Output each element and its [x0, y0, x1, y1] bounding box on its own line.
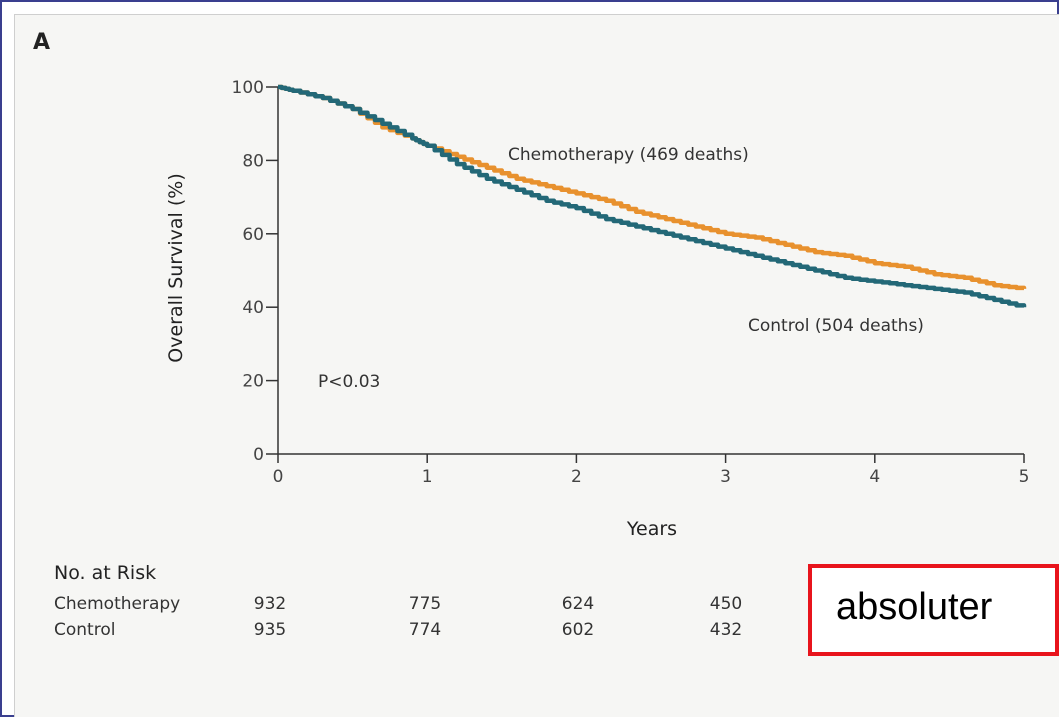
control-survival-line: [278, 84, 1027, 308]
overlay-label-box: absoluter: [808, 564, 1059, 656]
risk-row-control-name: Control: [54, 620, 116, 640]
x-tick-label: 0: [273, 467, 284, 487]
x-tick-label: 4: [869, 467, 880, 487]
risk-row-chemotherapy-name: Chemotherapy: [54, 594, 181, 614]
risk-value: 624: [561, 594, 595, 614]
chemotherapy-series-label: Chemotherapy (469 deaths): [508, 145, 749, 165]
y-tick-label: 40: [242, 298, 264, 318]
x-tick-label: 5: [1019, 467, 1030, 487]
risk-table-heading: No. at Risk: [54, 562, 157, 584]
x-tick-label: 2: [571, 467, 582, 487]
x-axis: 0 1 2 3 4 5: [273, 453, 1030, 487]
x-tick-label: 3: [720, 467, 731, 487]
y-tick-label: 20: [242, 372, 264, 392]
risk-value: 450: [709, 594, 743, 614]
risk-value: 432: [709, 620, 743, 640]
y-tick-label: 0: [253, 445, 264, 465]
x-tick-label: 1: [422, 467, 433, 487]
risk-value: 932: [253, 594, 287, 614]
y-axis: 0 20 40 60 80 100: [232, 78, 279, 465]
x-axis-title: Years: [626, 518, 677, 540]
risk-value: 602: [561, 620, 595, 640]
p-value-annotation: P<0.03: [318, 372, 380, 392]
risk-value: 775: [408, 594, 442, 614]
risk-value: 935: [253, 620, 287, 640]
y-tick-label: 60: [242, 225, 264, 245]
series-lines: [278, 84, 1027, 308]
panel-label: A: [33, 30, 51, 55]
y-tick-label: 80: [242, 151, 264, 171]
control-series-label: Control (504 deaths): [748, 316, 924, 336]
y-tick-label: 100: [232, 78, 264, 98]
y-axis-title: Overall Survival (%): [165, 173, 187, 362]
overlay-label-text: absoluter: [836, 586, 993, 628]
risk-value: 774: [408, 620, 442, 640]
chemotherapy-survival-line: [278, 84, 1027, 291]
